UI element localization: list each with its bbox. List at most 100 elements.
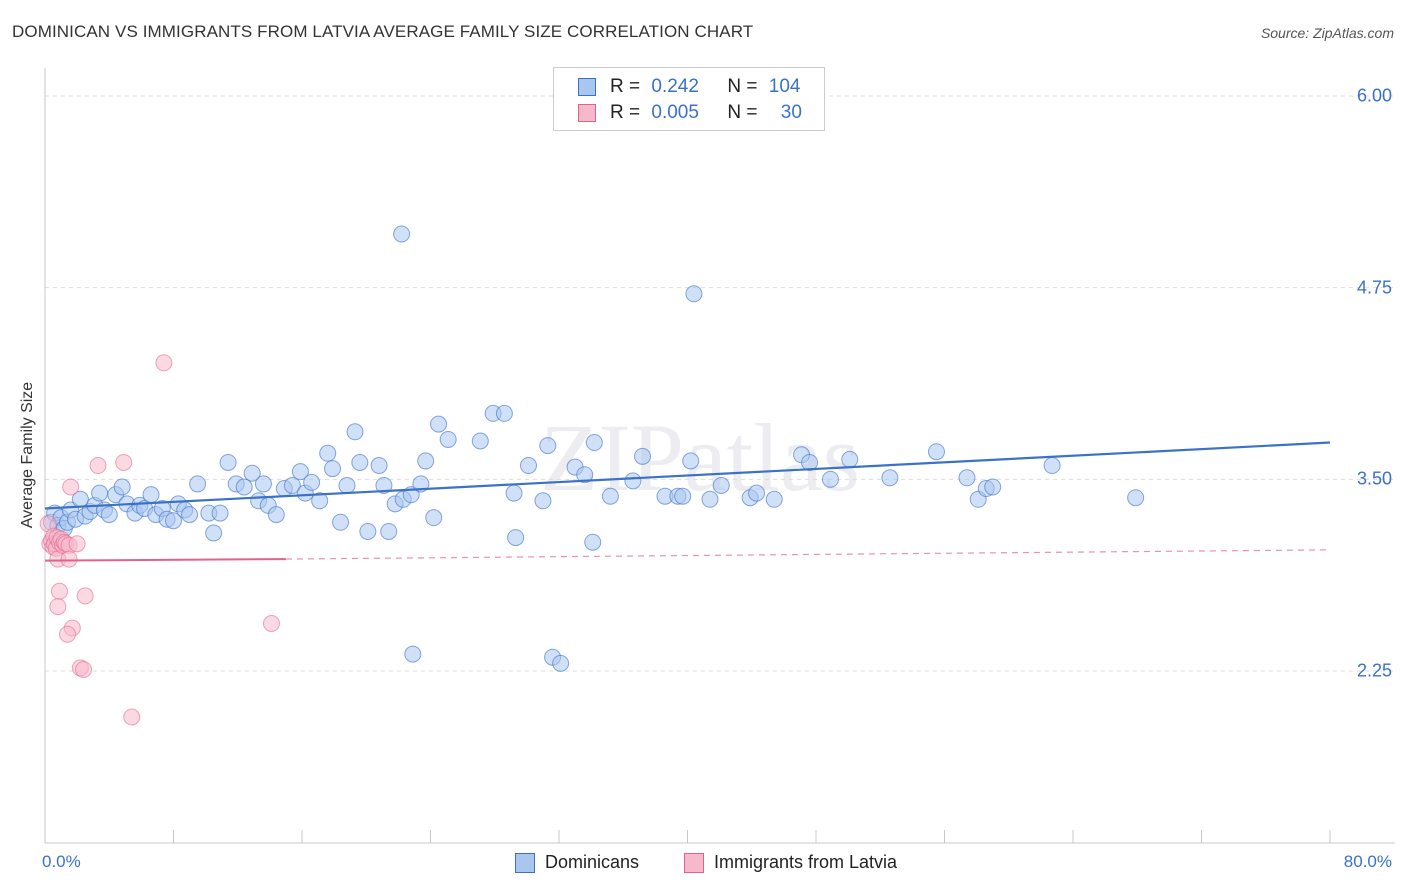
dominican-point [425, 509, 443, 527]
r-label: R = [610, 102, 646, 123]
dominican-point [534, 492, 552, 510]
gridlines [45, 95, 1395, 672]
dominican-point [254, 475, 272, 493]
y-tick-label: 6.00 [1356, 85, 1392, 106]
dominican-point [235, 478, 253, 496]
dominican-point [881, 469, 899, 487]
blue-swatch [515, 852, 535, 873]
dominican-point [505, 484, 523, 502]
dominican-point [927, 443, 945, 461]
latvia-point [76, 587, 94, 605]
y-axis-label: Average Family Size [19, 381, 36, 529]
dominican-point [319, 444, 337, 462]
y-tick-label: 4.75 [1356, 277, 1392, 298]
dominican-point [205, 524, 223, 542]
dominican-point [142, 486, 160, 504]
dominican-point [634, 447, 652, 465]
pink-swatch [578, 104, 596, 122]
dominican-point [1127, 489, 1145, 507]
dominican-point [404, 645, 422, 663]
dominican-point [430, 415, 448, 433]
dominican-point [765, 490, 783, 508]
dominican-point [219, 453, 237, 471]
dominican-point [393, 225, 411, 243]
dominican-point [283, 476, 301, 494]
latvia-trend-line [44, 558, 286, 562]
latvia-point [49, 598, 67, 616]
legend-row-latvia: R = 0.005 N = 30 [578, 101, 802, 125]
dominican-point [584, 533, 602, 551]
dominican-point [439, 430, 457, 448]
dominican-point [211, 504, 229, 522]
n-label: N = [727, 76, 763, 97]
dominican-point [303, 473, 321, 491]
dominican-point [576, 466, 594, 484]
dominican-point [552, 654, 570, 672]
n-value: 30 [780, 102, 802, 123]
dominican-point [539, 437, 557, 455]
legend-item-dominicans: Dominicans [515, 852, 639, 873]
dominican-point [291, 463, 309, 481]
y-tick-label: 3.50 [1356, 468, 1392, 489]
axes [44, 68, 1395, 844]
dominican-point [585, 434, 603, 452]
latvia-point [115, 453, 133, 471]
dominican-point [701, 490, 719, 508]
dominican-point [841, 450, 859, 468]
dominican-point [1043, 457, 1061, 475]
dominican-point [311, 492, 329, 510]
dominicans-points [42, 225, 1145, 672]
dominicans-trend-line [44, 441, 1331, 510]
dominican-point [495, 404, 513, 422]
dominican-point [375, 476, 393, 494]
dominican-point [801, 453, 819, 471]
source-label: Source: ZipAtlas.com [1260, 25, 1394, 41]
dominican-point [519, 457, 537, 475]
dominican-point [507, 529, 525, 547]
dominican-point [984, 478, 1002, 496]
chart-title: DOMINICAN VS IMMIGRANTS FROM LATVIA AVER… [12, 22, 754, 41]
n-label: N = [727, 102, 763, 123]
dominican-point [351, 453, 369, 471]
dominican-point [682, 452, 700, 470]
r-label: R = [610, 76, 646, 97]
dominican-point [359, 522, 377, 540]
n-value: 104 [768, 76, 801, 97]
latvia-point [155, 354, 173, 372]
dominican-point [332, 513, 350, 531]
latvia-points [39, 354, 280, 726]
latvia-point [62, 478, 80, 496]
latvia-point [262, 614, 280, 632]
correlation-legend: R = 0.242 N = 104 R = 0.005 N = 30 [553, 67, 825, 131]
dominican-point [181, 506, 199, 524]
dominican-point [324, 460, 342, 478]
dominican-point [417, 452, 435, 470]
dominican-point [821, 470, 839, 488]
dominican-point [624, 472, 642, 490]
dominican-point [338, 476, 356, 494]
dominican-point [243, 464, 261, 482]
dominican-point [267, 506, 285, 524]
latvia-point [75, 660, 93, 678]
latvia-point [89, 457, 107, 475]
legend-label: Dominicans [545, 852, 640, 872]
dominican-point [91, 484, 109, 502]
dominican-point [380, 522, 398, 540]
dominican-point [601, 487, 619, 505]
pink-swatch [684, 852, 704, 873]
dominican-point [189, 475, 207, 493]
dominican-point [712, 476, 730, 494]
dominican-point [165, 512, 182, 530]
dominican-point [748, 484, 766, 502]
latvia-point [50, 582, 68, 600]
latvia-point [60, 550, 78, 568]
legend-label: Immigrants from Latvia [714, 852, 898, 872]
dominican-point [100, 506, 118, 524]
dominican-point [346, 423, 364, 441]
latvia-point [68, 535, 86, 553]
dominican-point [674, 487, 692, 505]
dominican-point [113, 478, 131, 496]
r-value: 0.242 [651, 76, 699, 97]
dominican-point [471, 432, 489, 450]
